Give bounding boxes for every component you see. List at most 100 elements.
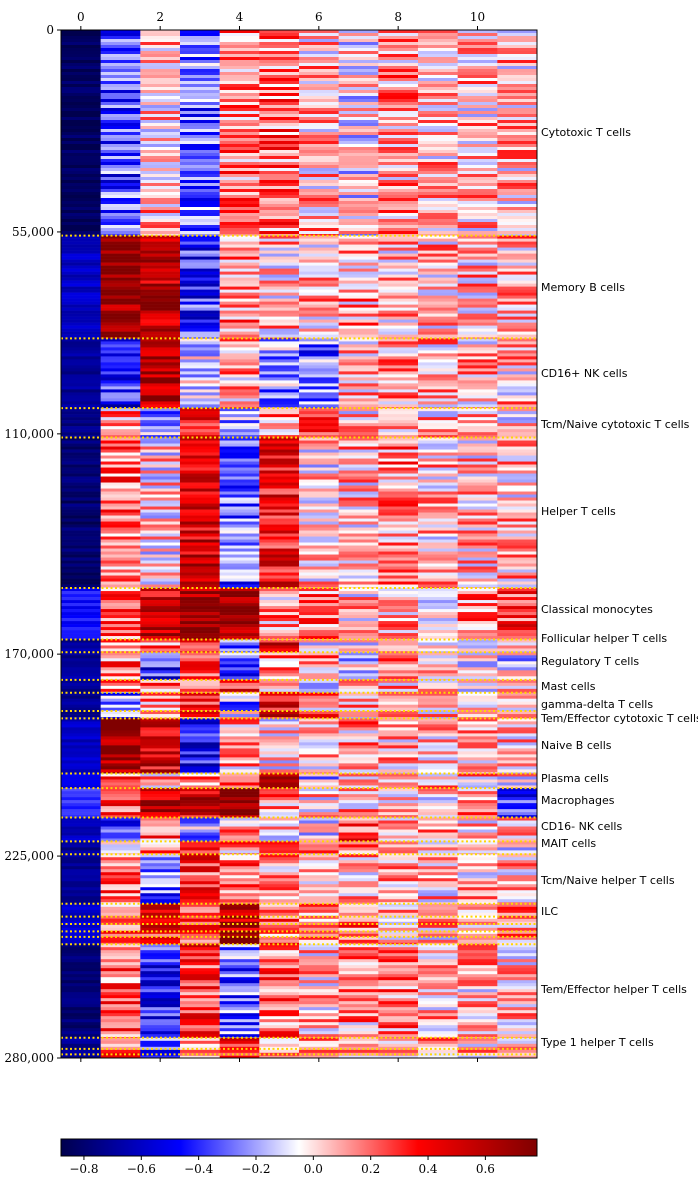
heatmap-cell — [219, 597, 260, 601]
heatmap-cell — [219, 794, 260, 798]
heatmap-cell — [61, 36, 101, 40]
heatmap-cell — [378, 60, 419, 64]
heatmap-cell — [378, 186, 419, 190]
heatmap-cell — [61, 81, 101, 85]
heatmap-cell — [338, 411, 379, 415]
heatmap-cell — [140, 310, 181, 314]
heatmap-cell — [61, 338, 101, 342]
heatmap-cell — [61, 652, 101, 656]
heatmap-cell — [180, 377, 220, 381]
heatmap-cell — [457, 524, 498, 528]
heatmap-cell — [378, 141, 419, 145]
heatmap-cell — [140, 432, 181, 436]
heatmap-cell — [219, 117, 260, 121]
heatmap-cell — [378, 1010, 419, 1014]
heatmap-cell — [299, 661, 339, 665]
heatmap-cell — [219, 639, 260, 640]
heatmap-cell — [299, 408, 339, 412]
heatmap-cell — [219, 812, 260, 816]
heatmap-cell — [497, 688, 538, 693]
heatmap-cell — [418, 241, 458, 245]
heatmap-cell — [378, 1007, 419, 1011]
heatmap-cell — [418, 334, 458, 338]
heatmap-cell — [378, 794, 419, 798]
heatmap-cell — [219, 174, 260, 178]
heatmap-cell — [378, 803, 419, 807]
heatmap-cell — [497, 491, 538, 495]
heatmap-cell — [61, 219, 101, 223]
heatmap-cell — [180, 757, 220, 761]
heatmap-cell — [140, 664, 181, 668]
heatmap-cell — [100, 953, 141, 957]
heatmap-cell — [338, 443, 379, 447]
heatmap-cell — [457, 542, 498, 546]
heatmap-cell — [497, 1001, 538, 1005]
heatmap-cell — [140, 283, 181, 287]
heatmap-cell — [378, 688, 419, 693]
heatmap-cell — [61, 51, 101, 55]
heatmap-cell — [338, 144, 379, 148]
heatmap-cell — [497, 150, 538, 154]
heatmap-cell — [100, 210, 141, 214]
heatmap-cell — [100, 1016, 141, 1020]
heatmap-cell — [378, 135, 419, 139]
heatmap-cell — [100, 183, 141, 187]
heatmap-cell — [338, 962, 379, 966]
heatmap-cell — [457, 560, 498, 564]
heatmap-cell — [299, 123, 339, 127]
heatmap-cell — [100, 591, 141, 595]
heatmap-cell — [418, 411, 458, 415]
heatmap-cell — [180, 247, 220, 251]
cluster-label: Classical monocytes — [541, 603, 653, 616]
heatmap-cell — [418, 111, 458, 115]
heatmap-cell — [378, 304, 419, 308]
heatmap-cell — [457, 126, 498, 130]
heatmap-cell — [219, 835, 260, 839]
heatmap-cell — [180, 956, 220, 960]
heatmap-cell — [61, 392, 101, 396]
heatmap-cell — [61, 271, 101, 275]
heatmap-cell — [338, 832, 379, 836]
heatmap-cell — [219, 216, 260, 220]
heatmap-cell — [299, 75, 339, 79]
heatmap-cell — [338, 776, 379, 780]
heatmap-cell — [259, 1037, 300, 1042]
heatmap-cell — [497, 533, 538, 537]
heatmap-cell — [457, 698, 498, 702]
heatmap-cell — [497, 198, 538, 202]
heatmap-cell — [100, 906, 141, 911]
heatmap-cell — [259, 769, 300, 773]
heatmap-cell — [299, 461, 339, 465]
heatmap-cell — [100, 319, 141, 323]
heatmap-cell — [497, 695, 538, 699]
heatmap-cell — [418, 120, 458, 124]
heatmap-cell — [180, 835, 220, 839]
heatmap-cell — [100, 473, 141, 477]
heatmap-cell — [61, 192, 101, 196]
heatmap-cell — [259, 362, 300, 366]
heatmap-cell — [497, 99, 538, 103]
heatmap-cell — [497, 446, 538, 450]
heatmap-cell — [180, 494, 220, 498]
heatmap-cell — [219, 742, 260, 746]
heatmap-cell — [338, 404, 379, 408]
heatmap-cell — [497, 652, 538, 656]
heatmap-cell — [338, 695, 379, 699]
cluster-label: Follicular helper T cells — [541, 632, 667, 645]
cluster-label: Mast cells — [541, 680, 596, 693]
heatmap-cell — [457, 691, 498, 693]
heatmap-cell — [338, 159, 379, 163]
heatmap-cell — [299, 467, 339, 471]
heatmap-cell — [378, 449, 419, 453]
heatmap-cell — [418, 234, 458, 236]
heatmap-cell — [259, 698, 300, 702]
heatmap-cell — [100, 704, 141, 708]
heatmap-cell — [299, 609, 339, 613]
heatmap-cell — [338, 569, 379, 573]
heatmap-cell — [418, 347, 458, 351]
heatmap-cell — [497, 682, 538, 687]
heatmap-cell — [180, 754, 220, 758]
heatmap-cell — [100, 763, 141, 767]
heatmap-cell — [457, 815, 498, 818]
heatmap-cell — [378, 835, 419, 839]
